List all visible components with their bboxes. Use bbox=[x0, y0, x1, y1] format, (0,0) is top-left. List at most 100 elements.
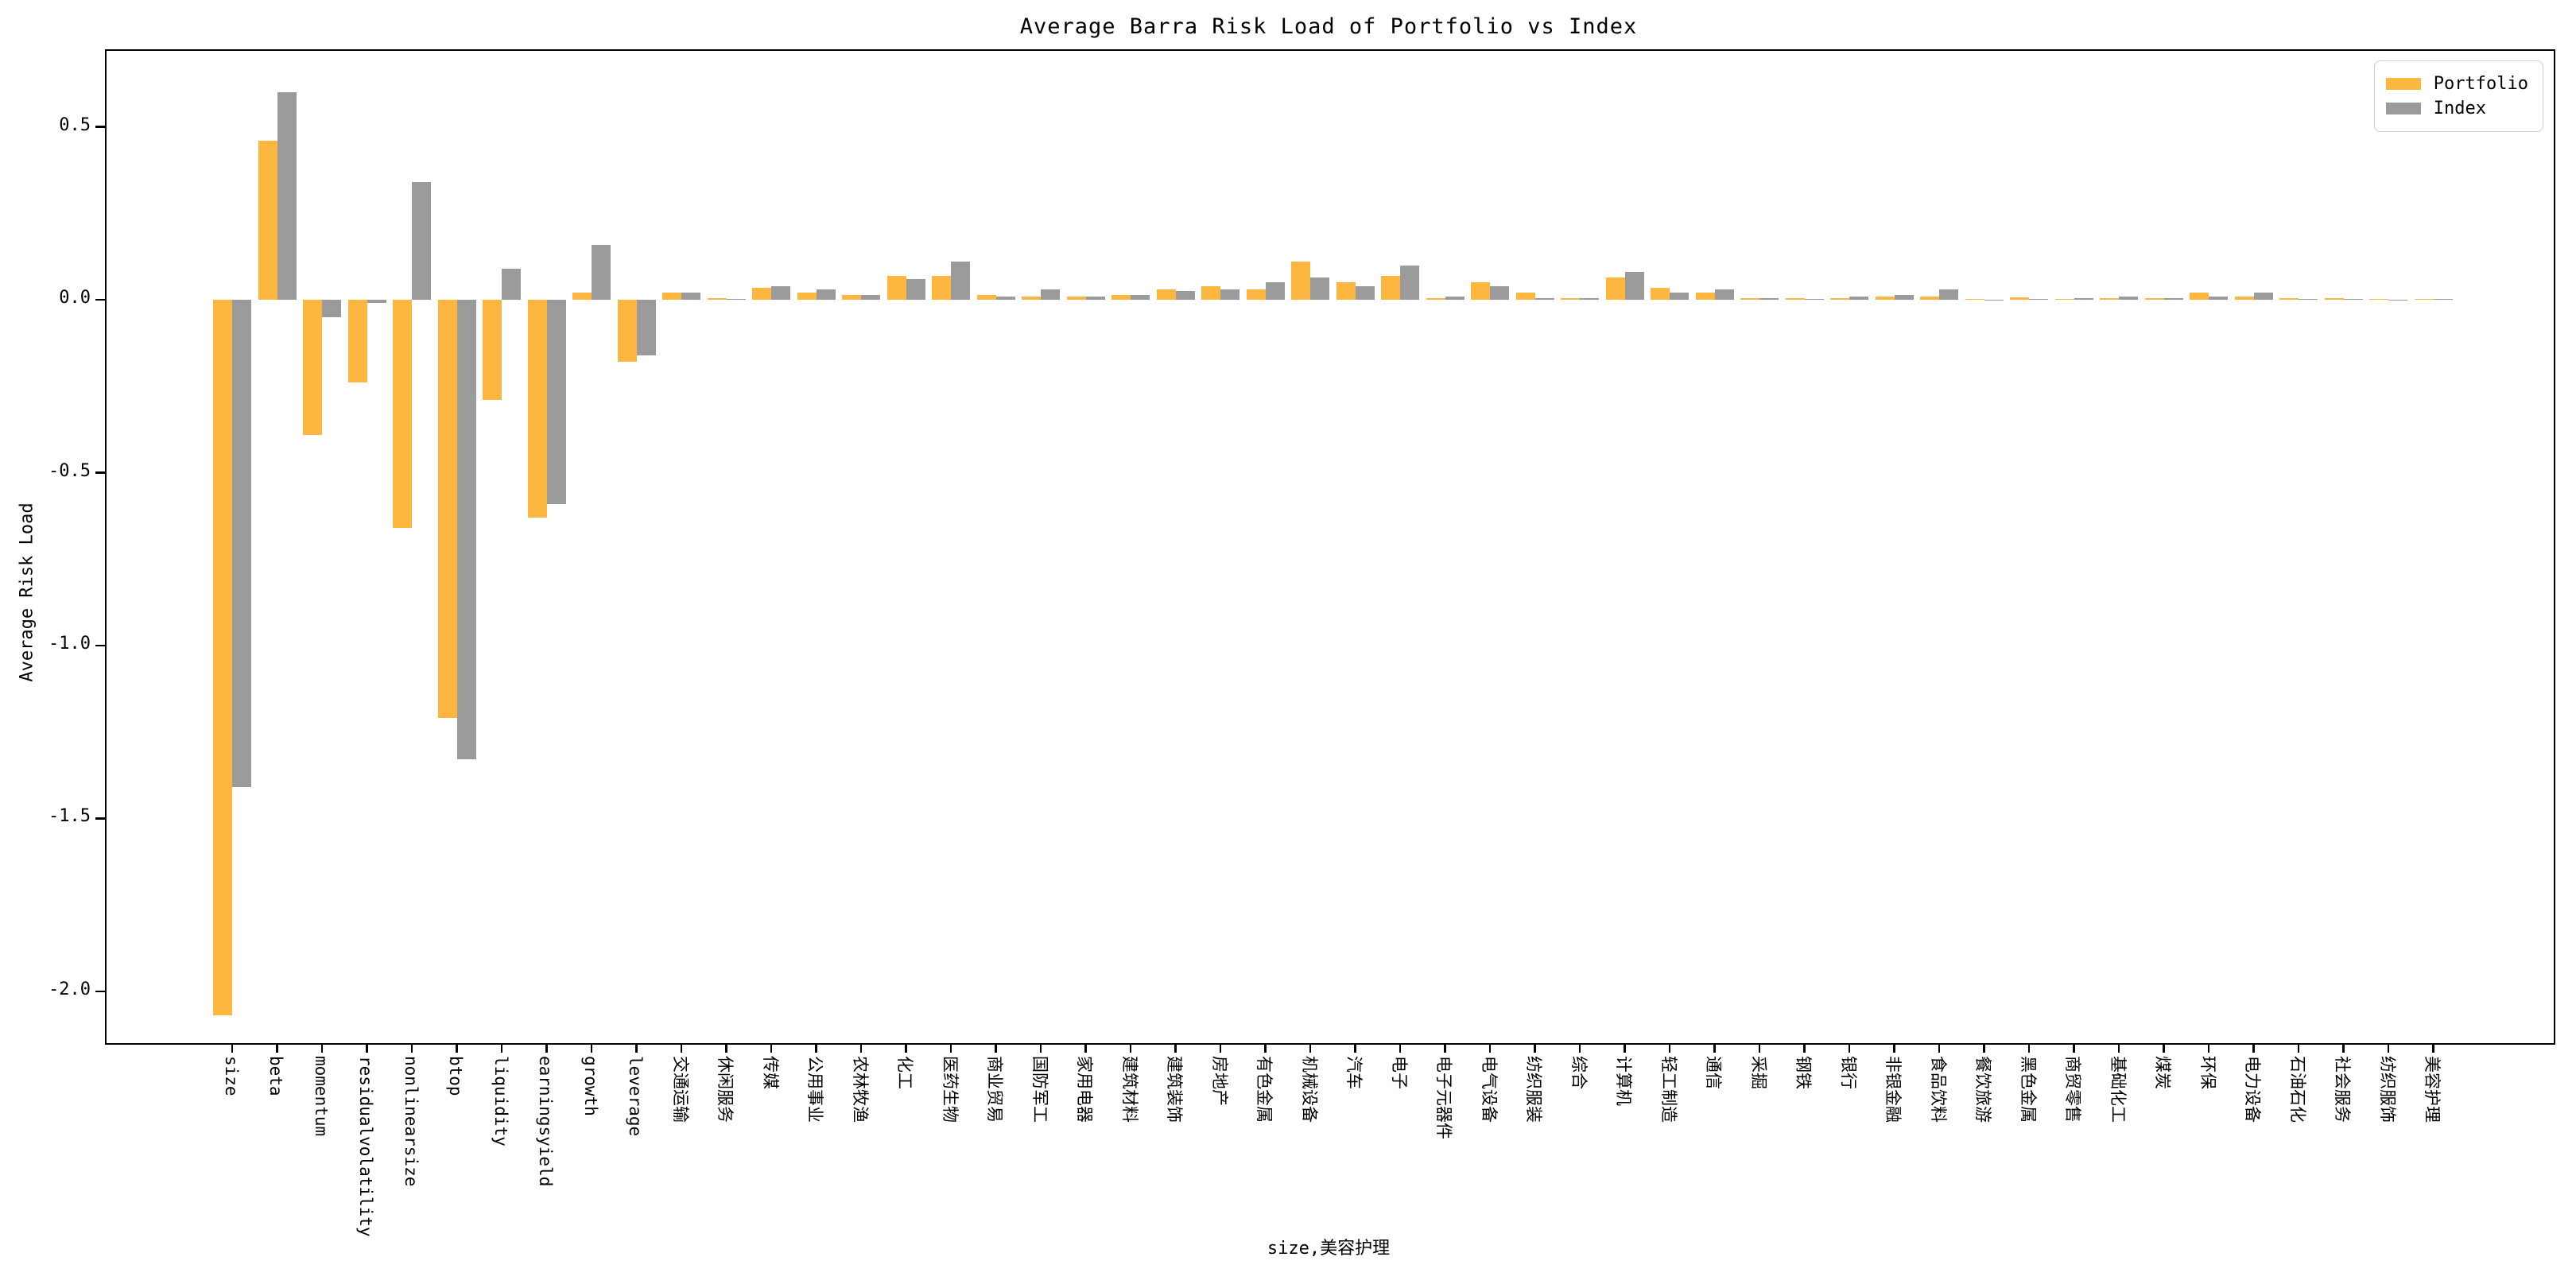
legend: Portfolio Index bbox=[2373, 60, 2543, 132]
bar-index-机械设备 bbox=[1310, 277, 1329, 301]
x-tick-mark bbox=[2027, 1043, 2031, 1053]
chart-title: Average Barra Risk Load of Portfolio vs … bbox=[1019, 14, 1638, 39]
x-tick-mark bbox=[1893, 1043, 1895, 1053]
bar-index-电子元器件 bbox=[1445, 296, 1465, 301]
bar-index-growth bbox=[592, 244, 611, 301]
x-tick-mark bbox=[1803, 1043, 1806, 1053]
y-tick-label: 0.0 bbox=[59, 288, 91, 308]
bar-portfolio-计算机 bbox=[1605, 277, 1625, 301]
bar-portfolio-btop bbox=[437, 300, 457, 719]
bar-index-环保 bbox=[2209, 296, 2228, 301]
index-swatch-icon bbox=[2385, 103, 2421, 114]
bar-index-通信 bbox=[1714, 289, 1734, 301]
x-tick-mark bbox=[2207, 1043, 2210, 1053]
x-tick-mark bbox=[1174, 1043, 1177, 1053]
bar-portfolio-煤炭 bbox=[2144, 297, 2164, 301]
x-tick-mark bbox=[1578, 1043, 1581, 1053]
legend-row-index: Index bbox=[2385, 99, 2528, 118]
bar-index-交通运输 bbox=[681, 293, 700, 301]
bar-portfolio-有色金属 bbox=[1246, 289, 1266, 301]
bar-index-国防军工 bbox=[1041, 289, 1060, 301]
y-tick-mark bbox=[95, 471, 105, 474]
x-tick-mark bbox=[1264, 1043, 1267, 1053]
bar-index-商贸零售 bbox=[2074, 297, 2093, 301]
x-tick-mark bbox=[859, 1043, 863, 1053]
bar-index-liquidity bbox=[502, 268, 521, 301]
bar-portfolio-momentum bbox=[303, 300, 322, 435]
x-tick-mark bbox=[1039, 1043, 1042, 1053]
x-tick-mark bbox=[680, 1043, 683, 1053]
x-tick-mark bbox=[1219, 1043, 1222, 1053]
bar-portfolio-商贸零售 bbox=[2054, 299, 2074, 301]
bar-index-社会服务 bbox=[2343, 299, 2363, 301]
bar-portfolio-基础化工 bbox=[2100, 297, 2119, 301]
x-tick-mark bbox=[2297, 1043, 2300, 1053]
bar-portfolio-liquidity bbox=[483, 300, 502, 401]
bar-index-医药生物 bbox=[951, 262, 970, 301]
y-tick-label: -1.0 bbox=[48, 633, 91, 654]
bar-portfolio-家用电器 bbox=[1066, 296, 1086, 301]
y-tick-mark bbox=[95, 126, 105, 128]
y-tick-label: -0.5 bbox=[48, 460, 91, 481]
bar-portfolio-residualvolatility bbox=[347, 300, 367, 383]
x-tick-mark bbox=[1938, 1043, 1941, 1053]
bar-portfolio-电力设备 bbox=[2234, 296, 2254, 301]
bar-index-汽车 bbox=[1355, 285, 1375, 301]
y-tick-label: -2.0 bbox=[48, 979, 91, 999]
x-tick-mark bbox=[1488, 1043, 1492, 1053]
x-tick-mark bbox=[366, 1043, 368, 1053]
bar-portfolio-休闲服务 bbox=[707, 297, 727, 301]
x-tick-mark bbox=[276, 1043, 278, 1053]
bar-index-石油石化 bbox=[2299, 299, 2318, 301]
x-tick-mark bbox=[456, 1043, 458, 1053]
bar-index-基础化工 bbox=[2119, 296, 2138, 301]
bar-index-size bbox=[232, 300, 251, 788]
bar-index-电力设备 bbox=[2253, 293, 2273, 301]
x-tick-mark bbox=[500, 1043, 503, 1053]
x-tick-mark bbox=[1084, 1043, 1087, 1053]
bar-portfolio-黑色金属 bbox=[2010, 297, 2029, 301]
bar-index-momentum bbox=[322, 300, 341, 317]
bar-portfolio-建筑材料 bbox=[1111, 294, 1131, 301]
bar-index-商业贸易 bbox=[995, 296, 1015, 301]
x-tick-mark bbox=[2252, 1043, 2255, 1053]
bar-index-综合 bbox=[1580, 297, 1599, 301]
bar-portfolio-环保 bbox=[2190, 293, 2209, 301]
x-tick-mark bbox=[995, 1043, 997, 1053]
bar-portfolio-石油石化 bbox=[2279, 297, 2299, 301]
legend-label-portfolio: Portfolio bbox=[2433, 74, 2528, 94]
bar-portfolio-餐饮旅游 bbox=[1965, 299, 1984, 301]
legend-row-portfolio: Portfolio bbox=[2385, 74, 2528, 94]
y-tick-mark bbox=[95, 298, 105, 301]
x-tick-mark bbox=[1624, 1043, 1626, 1053]
x-tick-mark bbox=[1758, 1043, 1761, 1053]
x-tick-mark bbox=[2342, 1043, 2345, 1053]
bar-index-轻工制造 bbox=[1670, 293, 1689, 301]
bar-index-beta bbox=[277, 92, 297, 301]
portfolio-swatch-icon bbox=[2385, 78, 2421, 90]
bar-portfolio-传媒 bbox=[752, 287, 771, 301]
bar-portfolio-非银金融 bbox=[1875, 296, 1895, 301]
bar-index-钢铁 bbox=[1804, 299, 1824, 301]
bar-index-银行 bbox=[1849, 296, 1868, 301]
bar-index-食品饮料 bbox=[1939, 289, 1958, 301]
x-tick-mark bbox=[410, 1043, 413, 1053]
y-tick-mark bbox=[95, 644, 105, 647]
y-axis-title: Average Risk Load bbox=[17, 502, 37, 682]
bar-portfolio-纺织服饰 bbox=[2369, 298, 2388, 301]
bar-portfolio-电子元器件 bbox=[1426, 297, 1445, 301]
x-tick-mark bbox=[635, 1043, 638, 1053]
bar-portfolio-综合 bbox=[1561, 297, 1580, 301]
bar-portfolio-公用事业 bbox=[797, 293, 817, 301]
bar-portfolio-通信 bbox=[1695, 293, 1715, 301]
x-tick-mark bbox=[1713, 1043, 1716, 1053]
bar-portfolio-leverage bbox=[617, 300, 637, 363]
bar-portfolio-beta bbox=[258, 141, 277, 301]
bar-index-纺织服装 bbox=[1534, 297, 1554, 301]
bar-portfolio-农林牧渔 bbox=[842, 294, 861, 301]
bar-index-农林牧渔 bbox=[861, 294, 880, 301]
bar-index-美容护理 bbox=[2433, 299, 2453, 301]
bar-portfolio-纺织服装 bbox=[1515, 293, 1535, 301]
bar-index-建筑材料 bbox=[1131, 294, 1150, 301]
bar-index-计算机 bbox=[1624, 272, 1644, 301]
